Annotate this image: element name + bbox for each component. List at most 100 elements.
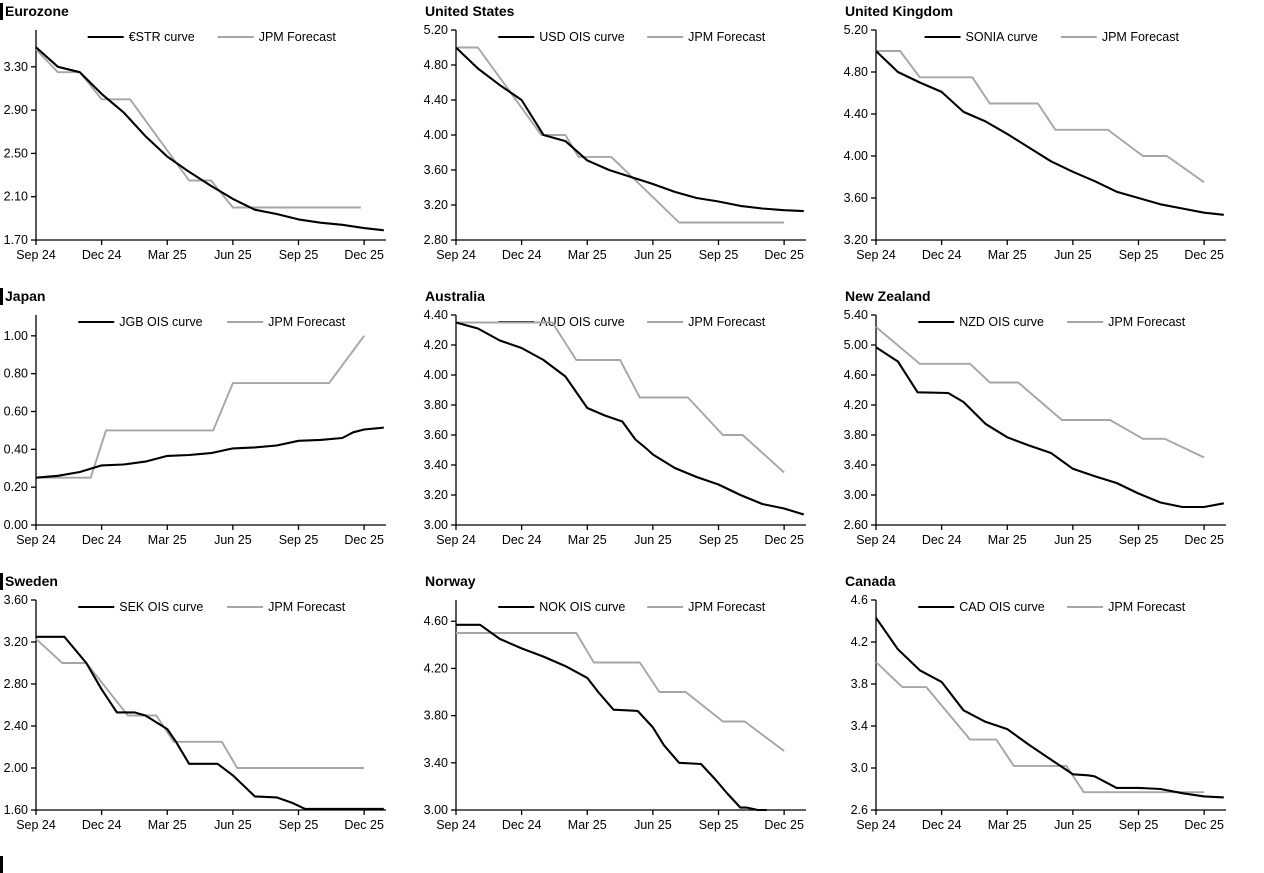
svg-text:0.60: 0.60 bbox=[4, 404, 28, 418]
svg-text:CAD OIS curve: CAD OIS curve bbox=[959, 600, 1044, 614]
svg-text:JPM Forecast: JPM Forecast bbox=[688, 600, 766, 614]
chart-canvas: NZD OIS curve JPM Forecast 2.60 3.00 3.40 3.8… bbox=[844, 308, 1226, 547]
svg-text:4.20: 4.20 bbox=[844, 398, 868, 412]
svg-text:0.20: 0.20 bbox=[4, 480, 28, 494]
svg-text:Dec 25: Dec 25 bbox=[344, 533, 384, 547]
svg-text:5.20: 5.20 bbox=[424, 23, 448, 37]
chart-canvas: JGB OIS curve JPM Forecast 0.00 0.20 0.40 0.6… bbox=[4, 315, 386, 547]
svg-text:Sep 24: Sep 24 bbox=[856, 533, 896, 547]
svg-text:Dec 24: Dec 24 bbox=[502, 533, 542, 547]
svg-text:Dec 24: Dec 24 bbox=[502, 818, 542, 832]
svg-text:3.60: 3.60 bbox=[4, 593, 28, 607]
svg-text:Jun 25: Jun 25 bbox=[634, 248, 672, 262]
chart-title: Eurozone bbox=[5, 3, 69, 19]
svg-text:Dec 25: Dec 25 bbox=[764, 248, 804, 262]
chart-canvas: SONIA curve JPM Forecast 3.20 3.60 4.00 4.40 4… bbox=[844, 23, 1226, 262]
chart-new-zealand: New Zealand NZD OIS curve JPM Forecast 2.6… bbox=[840, 285, 1264, 570]
svg-text:Sep 24: Sep 24 bbox=[16, 818, 56, 832]
page-edge-mark bbox=[0, 573, 3, 590]
svg-text:3.80: 3.80 bbox=[844, 428, 868, 442]
svg-text:JPM Forecast: JPM Forecast bbox=[268, 315, 346, 329]
svg-text:Jun 25: Jun 25 bbox=[634, 533, 672, 547]
svg-text:4.40: 4.40 bbox=[424, 93, 448, 107]
svg-text:2.00: 2.00 bbox=[4, 761, 28, 775]
svg-text:3.40: 3.40 bbox=[844, 458, 868, 472]
svg-text:4.20: 4.20 bbox=[424, 661, 448, 675]
svg-text:2.50: 2.50 bbox=[4, 146, 28, 160]
svg-text:JPM Forecast: JPM Forecast bbox=[688, 30, 766, 44]
svg-text:NOK OIS curve: NOK OIS curve bbox=[539, 600, 625, 614]
svg-text:Sep 25: Sep 25 bbox=[279, 818, 319, 832]
svg-text:4.20: 4.20 bbox=[424, 338, 448, 352]
svg-text:Sep 24: Sep 24 bbox=[436, 818, 476, 832]
svg-text:4.00: 4.00 bbox=[424, 368, 448, 382]
svg-text:4.60: 4.60 bbox=[844, 368, 868, 382]
svg-text:Dec 24: Dec 24 bbox=[922, 818, 962, 832]
chart-canada: Canada CAD OIS curve JPM Forecast 2.6 3.0 3.… bbox=[840, 570, 1264, 873]
svg-text:3.8: 3.8 bbox=[851, 677, 868, 691]
chart-title: Australia bbox=[425, 288, 485, 304]
svg-text:Jun 25: Jun 25 bbox=[1054, 248, 1092, 262]
svg-text:Dec 24: Dec 24 bbox=[922, 248, 962, 262]
svg-text:Mar 25: Mar 25 bbox=[988, 533, 1027, 547]
svg-text:JPM Forecast: JPM Forecast bbox=[688, 315, 766, 329]
svg-text:Mar 25: Mar 25 bbox=[568, 533, 607, 547]
page-edge-mark bbox=[0, 288, 3, 305]
svg-text:3.00: 3.00 bbox=[424, 803, 448, 817]
svg-text:3.20: 3.20 bbox=[424, 198, 448, 212]
chart-united-states: United States USD OIS curve JPM Forecast 2… bbox=[420, 0, 840, 285]
svg-text:3.20: 3.20 bbox=[4, 635, 28, 649]
svg-text:Dec 25: Dec 25 bbox=[1184, 248, 1224, 262]
svg-text:4.60: 4.60 bbox=[424, 614, 448, 628]
svg-text:NZD OIS curve: NZD OIS curve bbox=[959, 315, 1044, 329]
svg-text:4.40: 4.40 bbox=[844, 107, 868, 121]
svg-text:3.30: 3.30 bbox=[4, 60, 28, 74]
svg-text:Sep 25: Sep 25 bbox=[1119, 533, 1159, 547]
chart-australia: Australia AUD OIS curve JPM Forecast 3.00 3… bbox=[420, 285, 840, 570]
svg-text:Sep 24: Sep 24 bbox=[16, 533, 56, 547]
page-edge-mark bbox=[0, 856, 3, 873]
svg-text:Dec 25: Dec 25 bbox=[1184, 533, 1224, 547]
svg-text:JPM Forecast: JPM Forecast bbox=[259, 30, 337, 44]
svg-text:Sep 24: Sep 24 bbox=[856, 818, 896, 832]
svg-text:USD OIS curve: USD OIS curve bbox=[539, 30, 624, 44]
chart-canvas: CAD OIS curve JPM Forecast 2.6 3.0 3.4 3.8 4.2… bbox=[851, 593, 1226, 832]
svg-text:4.80: 4.80 bbox=[844, 65, 868, 79]
svg-text:1.00: 1.00 bbox=[4, 329, 28, 343]
svg-text:3.60: 3.60 bbox=[844, 191, 868, 205]
svg-text:3.0: 3.0 bbox=[851, 761, 868, 775]
svg-text:Sep 24: Sep 24 bbox=[436, 248, 476, 262]
svg-text:€STR curve: €STR curve bbox=[129, 30, 195, 44]
svg-text:0.40: 0.40 bbox=[4, 442, 28, 456]
svg-text:Sep 25: Sep 25 bbox=[1119, 818, 1159, 832]
svg-text:Sep 25: Sep 25 bbox=[1119, 248, 1159, 262]
svg-text:3.20: 3.20 bbox=[424, 488, 448, 502]
chart-canvas: SEK OIS curve JPM Forecast 1.60 2.00 2.40 2.8… bbox=[4, 593, 386, 832]
svg-text:4.80: 4.80 bbox=[424, 58, 448, 72]
svg-text:2.6: 2.6 bbox=[851, 803, 868, 817]
svg-text:Jun 25: Jun 25 bbox=[1054, 818, 1092, 832]
chart-title: Japan bbox=[5, 288, 46, 304]
svg-text:Sep 24: Sep 24 bbox=[856, 248, 896, 262]
chart-title: Canada bbox=[845, 573, 896, 589]
svg-text:JPM Forecast: JPM Forecast bbox=[1108, 600, 1186, 614]
svg-text:3.20: 3.20 bbox=[844, 233, 868, 247]
svg-text:Jun 25: Jun 25 bbox=[214, 248, 252, 262]
svg-text:JPM Forecast: JPM Forecast bbox=[1102, 30, 1180, 44]
svg-text:3.00: 3.00 bbox=[424, 518, 448, 532]
svg-text:AUD OIS curve: AUD OIS curve bbox=[539, 315, 624, 329]
svg-text:Dec 25: Dec 25 bbox=[764, 533, 804, 547]
svg-text:Dec 25: Dec 25 bbox=[764, 818, 804, 832]
svg-text:JPM Forecast: JPM Forecast bbox=[268, 600, 346, 614]
svg-text:1.60: 1.60 bbox=[4, 803, 28, 817]
svg-text:2.90: 2.90 bbox=[4, 103, 28, 117]
svg-text:SONIA curve: SONIA curve bbox=[966, 30, 1038, 44]
chart-canvas: USD OIS curve JPM Forecast 2.80 3.20 3.60 4.0… bbox=[424, 23, 806, 262]
svg-text:Dec 24: Dec 24 bbox=[502, 248, 542, 262]
svg-text:Sep 25: Sep 25 bbox=[699, 248, 739, 262]
chart-title: United States bbox=[425, 3, 515, 19]
svg-text:5.40: 5.40 bbox=[844, 308, 868, 322]
svg-text:2.60: 2.60 bbox=[844, 518, 868, 532]
